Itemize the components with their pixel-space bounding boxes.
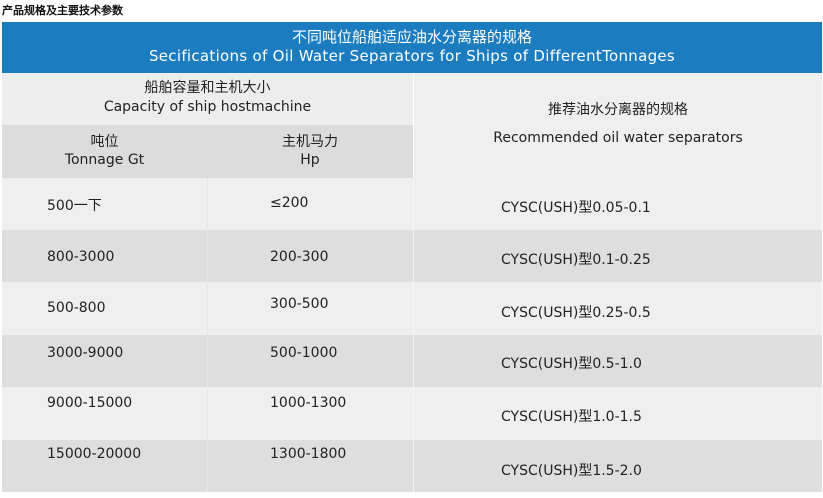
- table-banner: 不同吨位船舶适应油水分离器的规格 Secifications of Oil Wa…: [2, 22, 822, 73]
- hp-cell: ≤200: [270, 195, 309, 211]
- hp-cell: 200-300: [270, 249, 329, 265]
- tonnage-cell: 9000-15000: [47, 395, 133, 411]
- table-row: 500-800 300-500 CYSC(USH)型0.25-0.5: [2, 282, 822, 335]
- table-row: 3000-9000 500-1000 CYSC(USH)型0.5-1.0: [2, 335, 822, 387]
- model-cell: CYSC(USH)型0.1-0.25: [501, 252, 651, 268]
- recommended-header-zh: 推荐油水分离器的规格: [548, 102, 688, 118]
- table-row: 9000-15000 1000-1300 CYSC(USH)型1.0-1.5: [2, 387, 822, 440]
- page-title: 产品规格及主要技术参数: [2, 4, 123, 17]
- banner-title-en: Secifications of Oil Water Separators fo…: [148, 47, 676, 65]
- model-cell: CYSC(USH)型1.0-1.5: [501, 409, 642, 425]
- hp-cell: 1000-1300: [270, 395, 347, 411]
- tonnage-header-en: Tonnage Gt: [64, 152, 145, 168]
- capacity-header: 船舶容量和主机大小 Capacity of ship hostmachine: [2, 73, 413, 125]
- recommended-header-en: Recommended oil water separators: [493, 130, 743, 146]
- banner-title-zh: 不同吨位船舶适应油水分离器的规格: [291, 28, 532, 46]
- tonnage-header-zh: 吨位: [90, 134, 119, 150]
- hp-cell: 1300-1800: [270, 446, 347, 462]
- model-cell: CYSC(USH)型0.5-1.0: [501, 356, 642, 372]
- hp-cell: 500-1000: [270, 345, 338, 361]
- hp-header: 主机马力 Hp: [207, 125, 413, 178]
- model-cell: CYSC(USH)型1.5-2.0: [501, 463, 642, 479]
- capacity-header-en: Capacity of ship hostmachine: [103, 99, 312, 115]
- tonnage-header: 吨位 Tonnage Gt: [2, 125, 207, 178]
- tonnage-cell: 3000-9000: [47, 345, 124, 361]
- tonnage-cell: 15000-20000: [47, 446, 142, 462]
- tonnage-cell: 500一下: [47, 198, 102, 214]
- tonnage-cell: 500-800: [47, 300, 106, 316]
- table-row: 15000-20000 1300-1800 CYSC(USH)型1.5-2.0: [2, 440, 822, 492]
- hp-cell: 300-500: [270, 296, 329, 312]
- recommended-header: 推荐油水分离器的规格 Recommended oil water separat…: [414, 73, 822, 178]
- hp-header-zh: 主机马力: [282, 134, 338, 150]
- capacity-header-zh: 船舶容量和主机大小: [144, 80, 271, 96]
- table-row: 800-3000 200-300 CYSC(USH)型0.1-0.25: [2, 230, 822, 282]
- model-cell: CYSC(USH)型0.25-0.5: [501, 305, 651, 321]
- table-row: 500一下 ≤200 CYSC(USH)型0.05-0.1: [2, 178, 822, 230]
- hp-header-en: Hp: [300, 152, 320, 168]
- model-cell: CYSC(USH)型0.05-0.1: [501, 200, 651, 216]
- tonnage-cell: 800-3000: [47, 249, 115, 265]
